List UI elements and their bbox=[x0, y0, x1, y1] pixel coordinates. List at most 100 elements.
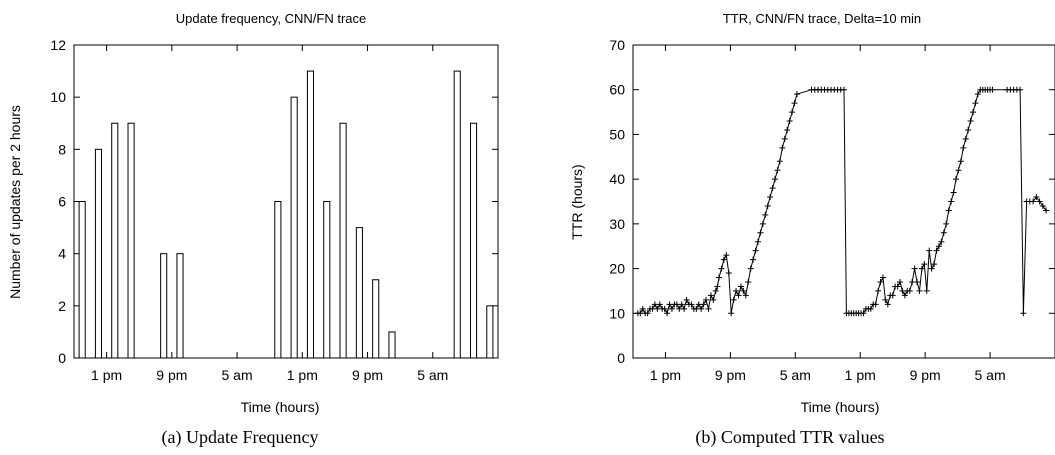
chart-a-ytick-label: 2 bbox=[58, 298, 66, 314]
ttr-point-marker bbox=[772, 176, 779, 183]
bar bbox=[306, 70, 315, 359]
ttr-point-marker bbox=[767, 194, 774, 201]
chart-a-xtick-label: 1 pm bbox=[91, 367, 122, 383]
ttr-point-marker bbox=[723, 252, 730, 259]
ttr-point-marker bbox=[928, 265, 935, 272]
ttr-point-marker bbox=[764, 202, 771, 209]
ttr-point-marker bbox=[955, 167, 962, 174]
ttr-point-marker bbox=[938, 238, 945, 245]
ttr-point-marker bbox=[877, 278, 884, 285]
bar bbox=[355, 227, 363, 359]
ttr-point-marker bbox=[945, 207, 952, 214]
ttr-point-marker bbox=[933, 247, 940, 254]
ttr-point-marker bbox=[762, 211, 769, 218]
ttr-point-marker bbox=[759, 220, 766, 227]
ttr-point-marker bbox=[661, 305, 668, 312]
ttr-point-marker bbox=[784, 126, 791, 133]
ttr-point-marker bbox=[965, 126, 972, 133]
ttr-point-marker bbox=[750, 256, 757, 263]
ttr-point-marker bbox=[896, 278, 903, 285]
chart-b-xlabel: Time (hours) bbox=[801, 399, 880, 415]
chart-b-ytick-label: 30 bbox=[609, 216, 625, 232]
ttr-point-marker bbox=[879, 274, 886, 281]
ttr-point-marker bbox=[664, 310, 671, 317]
chart-b-caption: (b) Computed TTR values bbox=[695, 427, 884, 448]
chart-b-xtick-label: 9 pm bbox=[715, 367, 746, 383]
chart-b-ytick-label: 20 bbox=[609, 261, 625, 277]
ttr-point-marker bbox=[678, 301, 685, 308]
chart-b-xtick-label: 1 pm bbox=[845, 367, 876, 383]
bar bbox=[176, 253, 184, 359]
ttr-point-marker bbox=[789, 109, 796, 116]
ttr-point-marker bbox=[793, 91, 800, 98]
chart-a-ytick-label: 4 bbox=[58, 246, 66, 262]
ttr-point-marker bbox=[914, 278, 921, 285]
ttr-point-marker bbox=[923, 287, 930, 294]
chart-b-ytick-label: 50 bbox=[609, 126, 625, 142]
ttr-point-marker bbox=[707, 292, 714, 299]
ttr-point-marker bbox=[875, 287, 882, 294]
ttr-point-marker bbox=[1043, 207, 1050, 214]
bar bbox=[290, 96, 298, 359]
bar bbox=[323, 201, 331, 359]
update-frequency-chart: Update frequency, CNN/FN trace 0 2 4 6 8 10 12… bbox=[7, 11, 499, 448]
bar bbox=[160, 253, 168, 359]
ttr-point-marker bbox=[916, 287, 923, 294]
ttr-point-marker bbox=[1033, 194, 1040, 201]
ttr-chart: TTR, CNN/FN trace, Delta=10 min 0 10 20 30 4… bbox=[569, 11, 1055, 448]
bar bbox=[78, 201, 86, 359]
ttr-point-marker bbox=[779, 144, 786, 151]
chart-a-ytick-label: 8 bbox=[58, 141, 66, 157]
ttr-point-marker bbox=[703, 296, 710, 303]
ttr-point-marker bbox=[781, 135, 788, 142]
ttr-point-marker bbox=[952, 176, 959, 183]
chart-b-ytick-label: 10 bbox=[609, 305, 625, 321]
ttr-point-marker bbox=[725, 270, 732, 277]
ttr-point-marker bbox=[911, 265, 918, 272]
chart-a-xtick-label: 1 pm bbox=[287, 367, 318, 383]
bar bbox=[111, 122, 119, 359]
ttr-point-marker bbox=[960, 144, 967, 151]
ttr-point-marker bbox=[867, 305, 874, 312]
ttr-point-marker bbox=[668, 305, 675, 312]
ttr-point-marker bbox=[754, 238, 761, 245]
chart-a-plot-frame bbox=[73, 44, 499, 359]
ttr-series-line bbox=[637, 89, 1047, 315]
ttr-point-marker bbox=[752, 247, 759, 254]
ttr-point-marker bbox=[698, 305, 705, 312]
chart-b-xtick-label: 5 am bbox=[780, 367, 811, 383]
ttr-point-marker bbox=[970, 109, 977, 116]
ttr-point-marker bbox=[901, 292, 908, 299]
ttr-point-marker bbox=[712, 287, 719, 294]
ttr-point-marker bbox=[745, 278, 752, 285]
ttr-point-marker bbox=[1036, 198, 1043, 205]
ttr-point-marker bbox=[688, 301, 695, 308]
bar bbox=[372, 279, 380, 359]
ttr-point-marker bbox=[882, 296, 889, 303]
bar bbox=[453, 70, 461, 359]
ttr-point-marker bbox=[884, 301, 891, 308]
ttr-point-marker bbox=[639, 305, 646, 312]
chart-a-bars bbox=[78, 70, 494, 359]
chart-a-xtick-label: 5 am bbox=[417, 367, 448, 383]
chart-b-ytick-label: 70 bbox=[609, 37, 625, 53]
chart-b-xtick-label: 5 am bbox=[975, 367, 1006, 383]
ttr-point-marker bbox=[894, 283, 901, 290]
ttr-point-marker bbox=[786, 118, 793, 125]
chart-b-ylabel: TTR (hours) bbox=[569, 164, 585, 239]
chart-b-title: TTR, CNN/FN trace, Delta=10 min bbox=[723, 11, 921, 26]
ttr-point-marker bbox=[774, 167, 781, 174]
ttr-point-marker bbox=[962, 135, 969, 142]
chart-a-xtick-label: 9 pm bbox=[352, 367, 383, 383]
ttr-point-marker bbox=[720, 256, 727, 263]
ttr-point-marker bbox=[718, 265, 725, 272]
ttr-point-marker bbox=[735, 292, 742, 299]
chart-b-ticks: 0 10 20 30 40 50 60 70 1 pm 9 pm 5 am 1 pm 9 pm 5 am bbox=[609, 37, 1055, 383]
bar bbox=[94, 148, 103, 359]
ttr-point-marker bbox=[714, 283, 721, 290]
bar bbox=[274, 201, 282, 359]
ttr-point-marker bbox=[728, 310, 735, 317]
ttr-point-marker bbox=[1039, 202, 1046, 209]
bar bbox=[469, 122, 478, 359]
chart-a-xtick-label: 9 pm bbox=[156, 367, 187, 383]
